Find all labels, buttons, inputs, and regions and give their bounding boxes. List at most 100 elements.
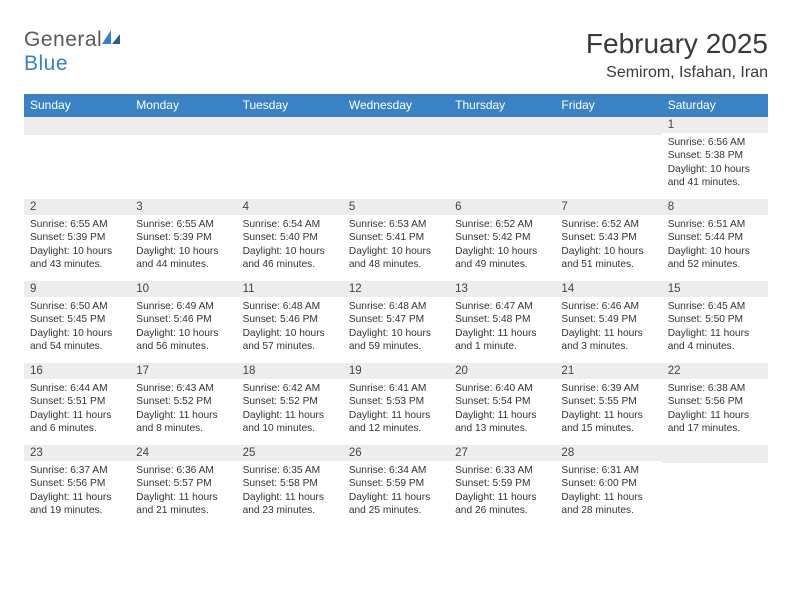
day-number: 11	[243, 283, 255, 295]
weekday-header: Sunday	[24, 94, 130, 117]
day-body: Sunrise: 6:54 AMSunset: 5:40 PMDaylight:…	[237, 215, 343, 275]
calendar-week: 2Sunrise: 6:55 AMSunset: 5:39 PMDaylight…	[24, 199, 768, 281]
calendar-day: 17 Sunrise: 6:43 AMSunset: 5:52 PMDayligh…	[130, 363, 236, 445]
daylight-line: Daylight: 11 hours and 26 minutes.	[455, 491, 549, 518]
calendar-empty	[237, 117, 343, 199]
day-number-row: 3	[130, 199, 236, 215]
brand-name-b: Blue	[24, 52, 68, 75]
day-body: Sunrise: 6:33 AMSunset: 5:59 PMDaylight:…	[449, 461, 555, 521]
sunset-line: Sunset: 5:56 PM	[30, 477, 124, 490]
day-body: Sunrise: 6:43 AMSunset: 5:52 PMDaylight:…	[130, 379, 236, 439]
day-number-row: 5	[343, 199, 449, 215]
brand-logo: GeneralBlue	[24, 28, 122, 76]
sunset-line: Sunset: 5:44 PM	[668, 231, 762, 244]
sunset-line: Sunset: 5:42 PM	[455, 231, 549, 244]
day-number-row: 14	[555, 281, 661, 297]
weekday-header: Wednesday	[343, 94, 449, 117]
day-number: 7	[561, 201, 567, 213]
daylight-line: Daylight: 11 hours and 12 minutes.	[349, 409, 443, 436]
sunset-line: Sunset: 5:50 PM	[668, 313, 762, 326]
weekday-header: Saturday	[662, 94, 768, 117]
day-number-row	[449, 117, 555, 135]
day-body: Sunrise: 6:56 AMSunset: 5:38 PMDaylight:…	[662, 133, 768, 193]
calendar-day: 22Sunrise: 6:38 AMSunset: 5:56 PMDayligh…	[662, 363, 768, 445]
day-body: Sunrise: 6:55 AMSunset: 5:39 PMDaylight:…	[24, 215, 130, 275]
day-number-row: 21	[555, 363, 661, 379]
day-number: 28	[561, 447, 574, 459]
calendar-day: 5Sunrise: 6:53 AMSunset: 5:41 PMDaylight…	[343, 199, 449, 281]
sunset-line: Sunset: 5:51 PM	[30, 395, 124, 408]
day-number: 9	[30, 283, 36, 295]
day-body: Sunrise: 6:42 AMSunset: 5:52 PMDaylight:…	[237, 379, 343, 439]
calendar-day: 13Sunrise: 6:47 AMSunset: 5:48 PMDayligh…	[449, 281, 555, 363]
calendar-week: 23Sunrise: 6:37 AMSunset: 5:56 PMDayligh…	[24, 445, 768, 527]
day-number: 17	[136, 365, 149, 377]
day-body: Sunrise: 6:48 AMSunset: 5:46 PMDaylight:…	[237, 297, 343, 357]
sunrise-line: Sunrise: 6:45 AM	[668, 300, 762, 313]
day-body: Sunrise: 6:35 AMSunset: 5:58 PMDaylight:…	[237, 461, 343, 521]
sunrise-line: Sunrise: 6:53 AM	[349, 218, 443, 231]
day-number-row: 15	[662, 281, 768, 297]
day-number-row	[24, 117, 130, 135]
day-number: 27	[455, 447, 468, 459]
day-body: Sunrise: 6:46 AMSunset: 5:49 PMDaylight:…	[555, 297, 661, 357]
sunset-line: Sunset: 5:53 PM	[349, 395, 443, 408]
sunset-line: Sunset: 5:52 PM	[243, 395, 337, 408]
calendar-day: 21Sunrise: 6:39 AMSunset: 5:55 PMDayligh…	[555, 363, 661, 445]
day-number-row: 4	[237, 199, 343, 215]
daylight-line: Daylight: 10 hours and 43 minutes.	[30, 245, 124, 272]
sunset-line: Sunset: 5:54 PM	[455, 395, 549, 408]
day-body: Sunrise: 6:52 AMSunset: 5:42 PMDaylight:…	[449, 215, 555, 275]
day-number-row: 28	[555, 445, 661, 461]
day-number-row: 13	[449, 281, 555, 297]
sunrise-line: Sunrise: 6:49 AM	[136, 300, 230, 313]
day-number: 4	[243, 201, 249, 213]
day-number-row	[237, 117, 343, 135]
day-body: Sunrise: 6:45 AMSunset: 5:50 PMDaylight:…	[662, 297, 768, 357]
day-number-row: 20	[449, 363, 555, 379]
calendar-day: 10Sunrise: 6:49 AMSunset: 5:46 PMDayligh…	[130, 281, 236, 363]
daylight-line: Daylight: 11 hours and 10 minutes.	[243, 409, 337, 436]
day-number-row	[130, 117, 236, 135]
day-body: Sunrise: 6:53 AMSunset: 5:41 PMDaylight:…	[343, 215, 449, 275]
day-number-row: 27	[449, 445, 555, 461]
day-body: Sunrise: 6:52 AMSunset: 5:43 PMDaylight:…	[555, 215, 661, 275]
weekday-header: Monday	[130, 94, 236, 117]
day-number-row: 22	[662, 363, 768, 379]
sunset-line: Sunset: 5:38 PM	[668, 149, 762, 162]
daylight-line: Daylight: 11 hours and 6 minutes.	[30, 409, 124, 436]
sunset-line: Sunset: 5:47 PM	[349, 313, 443, 326]
calendar-day: 23Sunrise: 6:37 AMSunset: 5:56 PMDayligh…	[24, 445, 130, 527]
day-number: 1	[668, 119, 674, 131]
calendar-day: 28Sunrise: 6:31 AMSunset: 6:00 PMDayligh…	[555, 445, 661, 527]
sunrise-line: Sunrise: 6:36 AM	[136, 464, 230, 477]
daylight-line: Daylight: 10 hours and 59 minutes.	[349, 327, 443, 354]
brand-name-a: General	[24, 28, 102, 51]
daylight-line: Daylight: 10 hours and 44 minutes.	[136, 245, 230, 272]
day-number-row: 11	[237, 281, 343, 297]
calendar-day: 4 Sunrise: 6:54 AMSunset: 5:40 PMDaylight…	[237, 199, 343, 281]
day-body: Sunrise: 6:41 AMSunset: 5:53 PMDaylight:…	[343, 379, 449, 439]
calendar-day: 27 Sunrise: 6:33 AMSunset: 5:59 PMDayligh…	[449, 445, 555, 527]
sunset-line: Sunset: 5:45 PM	[30, 313, 124, 326]
day-body: Sunrise: 6:44 AMSunset: 5:51 PMDaylight:…	[24, 379, 130, 439]
day-number-row: 7	[555, 199, 661, 215]
day-number-row: 6	[449, 199, 555, 215]
sunrise-line: Sunrise: 6:43 AM	[136, 382, 230, 395]
brand-sail-icon	[100, 28, 122, 52]
daylight-line: Daylight: 11 hours and 17 minutes.	[668, 409, 762, 436]
calendar-day: 8Sunrise: 6:51 AMSunset: 5:44 PMDaylight…	[662, 199, 768, 281]
sunrise-line: Sunrise: 6:31 AM	[561, 464, 655, 477]
day-number-row	[555, 117, 661, 135]
sunrise-line: Sunrise: 6:35 AM	[243, 464, 337, 477]
day-number: 6	[455, 201, 461, 213]
calendar-day: 16Sunrise: 6:44 AMSunset: 5:51 PMDayligh…	[24, 363, 130, 445]
day-number-row: 1	[662, 117, 768, 133]
sunrise-line: Sunrise: 6:51 AM	[668, 218, 762, 231]
calendar: SundayMondayTuesdayWednesdayThursdayFrid…	[24, 94, 768, 527]
daylight-line: Daylight: 11 hours and 4 minutes.	[668, 327, 762, 354]
calendar-empty	[24, 117, 130, 199]
day-number: 20	[455, 365, 468, 377]
calendar-day: 26Sunrise: 6:34 AMSunset: 5:59 PMDayligh…	[343, 445, 449, 527]
day-body: Sunrise: 6:51 AMSunset: 5:44 PMDaylight:…	[662, 215, 768, 275]
